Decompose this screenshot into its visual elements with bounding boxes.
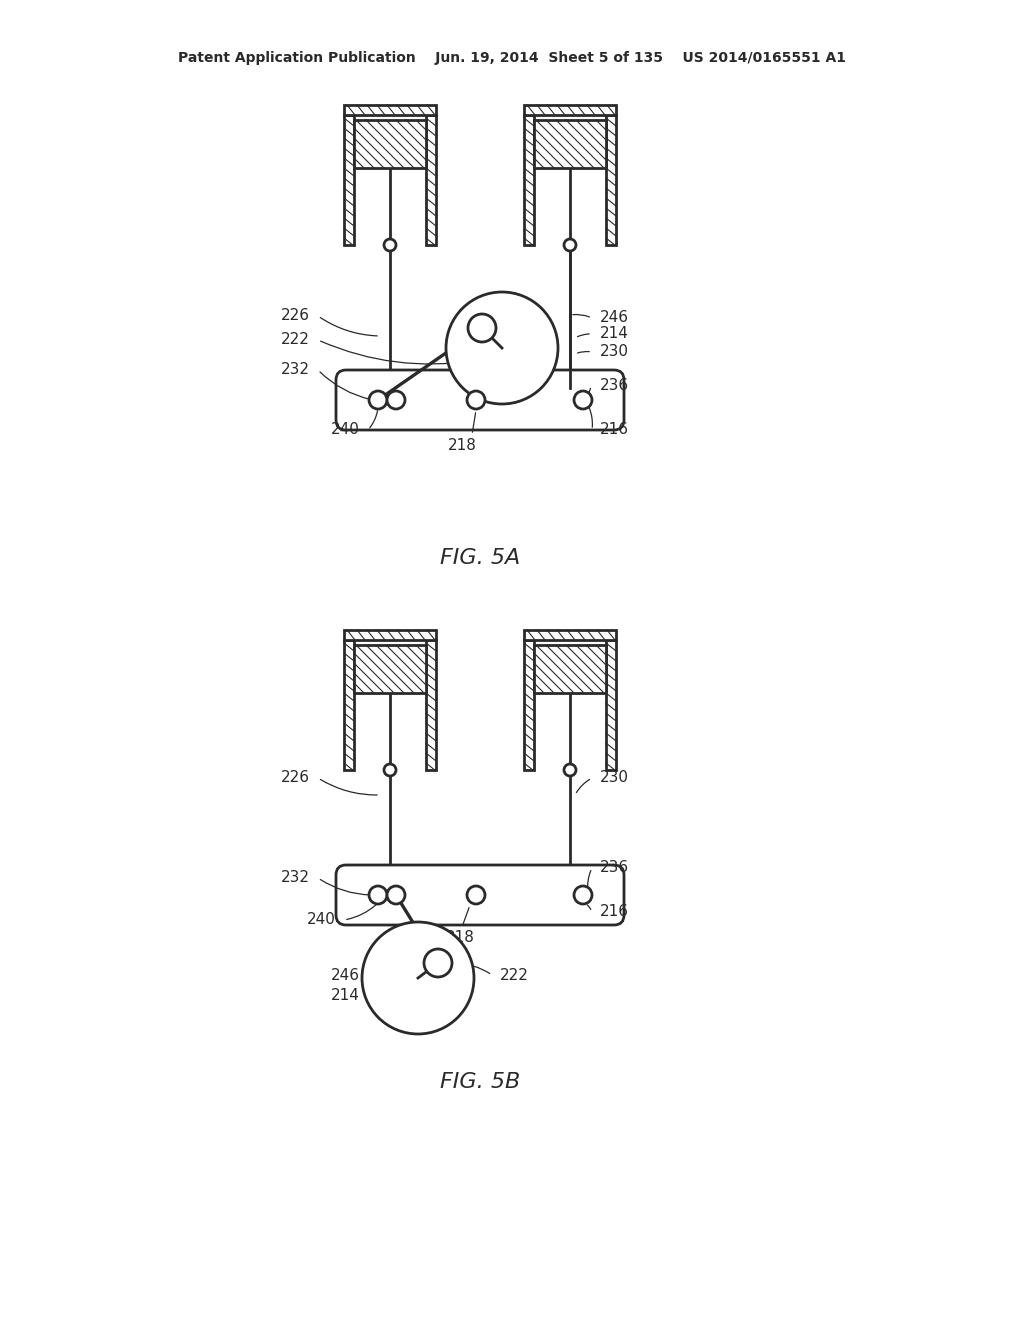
FancyBboxPatch shape (336, 865, 624, 925)
Text: 222: 222 (500, 968, 528, 982)
Circle shape (384, 764, 396, 776)
Text: 232: 232 (281, 363, 310, 378)
Bar (344, 640, 354, 770)
Text: 246: 246 (331, 969, 360, 983)
Text: FIG. 5A: FIG. 5A (440, 548, 520, 568)
Circle shape (574, 886, 592, 904)
Text: 236: 236 (600, 379, 629, 393)
Text: 218: 218 (445, 931, 474, 945)
Bar (524, 106, 616, 115)
Circle shape (564, 764, 575, 776)
Text: 230: 230 (600, 771, 629, 785)
Text: 240: 240 (307, 912, 336, 928)
FancyBboxPatch shape (336, 370, 624, 430)
Text: 240: 240 (331, 422, 360, 437)
Bar (354, 120, 426, 168)
Circle shape (384, 239, 396, 251)
Circle shape (369, 886, 387, 904)
Text: 226: 226 (281, 771, 310, 785)
Circle shape (574, 391, 592, 409)
Text: 236: 236 (600, 861, 629, 875)
Circle shape (424, 949, 452, 977)
Text: 218: 218 (447, 438, 476, 453)
Bar (426, 115, 436, 246)
Circle shape (468, 314, 496, 342)
Circle shape (369, 391, 387, 409)
Bar (354, 645, 426, 693)
Circle shape (467, 886, 485, 904)
Circle shape (387, 886, 406, 904)
Text: 214: 214 (331, 989, 360, 1003)
Circle shape (564, 239, 575, 251)
Text: 222: 222 (282, 333, 310, 347)
Bar (606, 640, 616, 770)
Bar (534, 120, 606, 168)
Circle shape (446, 292, 558, 404)
Bar (534, 645, 606, 693)
Circle shape (387, 391, 406, 409)
Text: 226: 226 (281, 309, 310, 323)
Text: 216: 216 (600, 904, 629, 920)
Bar (344, 115, 354, 246)
Bar (344, 106, 436, 115)
Text: 246: 246 (600, 310, 629, 326)
Bar (524, 640, 534, 770)
Bar (426, 640, 436, 770)
Circle shape (467, 391, 485, 409)
Bar (524, 630, 616, 640)
Text: 216: 216 (600, 422, 629, 437)
Text: Patent Application Publication    Jun. 19, 2014  Sheet 5 of 135    US 2014/01655: Patent Application Publication Jun. 19, … (178, 51, 846, 65)
Bar (344, 630, 436, 640)
Bar (524, 115, 534, 246)
Text: FIG. 5B: FIG. 5B (440, 1072, 520, 1092)
Text: 230: 230 (600, 345, 629, 359)
Circle shape (362, 921, 474, 1034)
Text: 232: 232 (281, 870, 310, 886)
Text: 214: 214 (600, 326, 629, 342)
Bar (606, 115, 616, 246)
